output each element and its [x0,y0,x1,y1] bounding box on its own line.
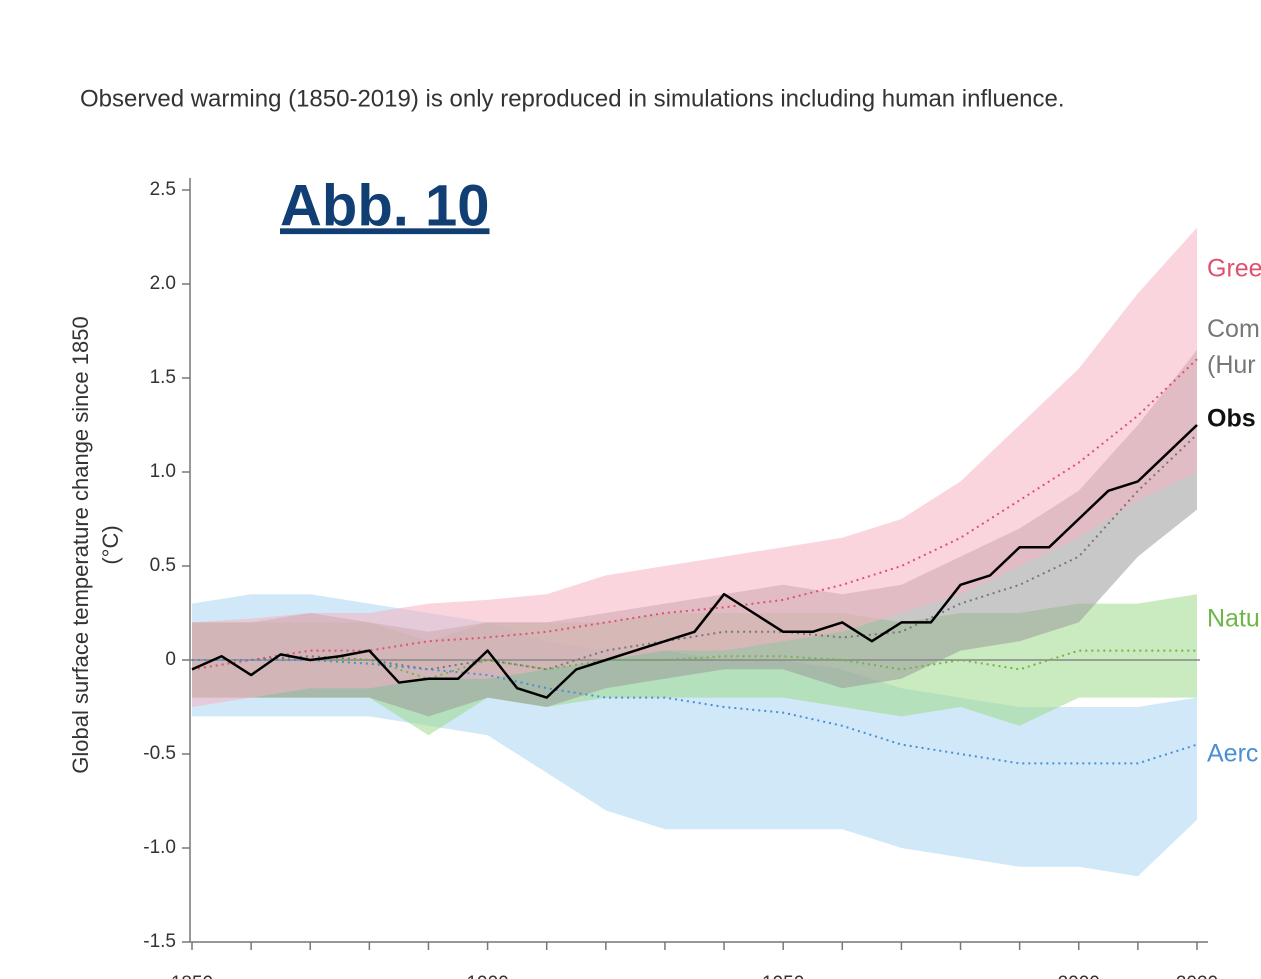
x-tick-label: 2000 [1058,973,1100,979]
y-tick-label: 2.5 [150,179,176,200]
y-tick-label: -1.0 [143,837,176,858]
legend-label: Obs [1207,405,1256,433]
annotation: Abb. 10 [280,173,490,238]
y-tick-label: -0.5 [143,743,176,764]
uncertainty-band [192,349,1197,717]
chart-title: Observed warming (1850-2019) is only rep… [80,85,1065,112]
x-tick-label: 1950 [762,973,804,979]
y-tick-label: 0 [165,649,176,670]
mean-line [191,358,1198,671]
y-tick-label: 1.5 [150,367,176,388]
y-tick-label: 2.0 [150,273,176,294]
observed-line [191,424,1198,699]
y-tick-label: -1.5 [143,931,176,952]
legend-label: Aerc [1207,740,1258,768]
legend-label: Gree [1207,255,1261,283]
legend-label: Natu [1207,605,1260,633]
x-tick-label: 1900 [466,973,508,979]
y-axis-label: (°C) [98,525,123,564]
mean-line [192,659,1198,765]
x-tick-label: 1850 [171,973,213,979]
uncertainty-band [192,227,1197,707]
legend-label: Com (Hur [1207,315,1260,379]
y-axis-label: Global surface temperature change since … [68,316,93,773]
mean-line [192,649,1197,680]
y-tick-label: 1.0 [150,461,176,482]
y-tick-label: 0.5 [150,555,176,576]
x-tick-label: 2020 [1176,973,1218,979]
